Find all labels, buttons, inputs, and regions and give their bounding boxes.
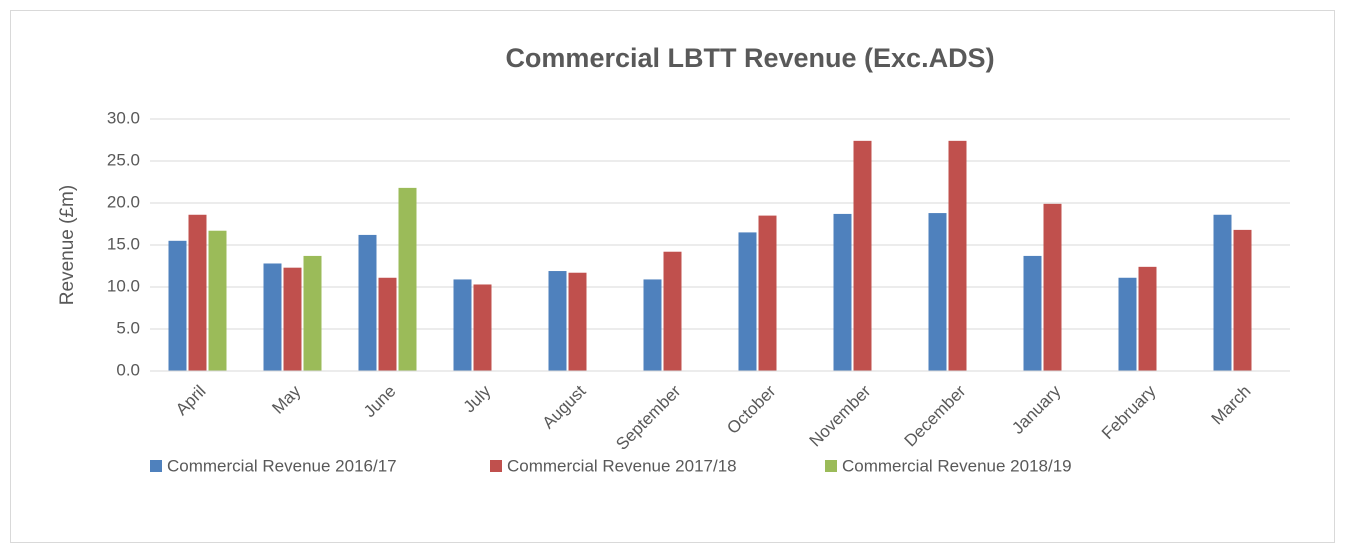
legend-label: Commercial Revenue 2018/19	[842, 456, 1072, 475]
bar	[208, 230, 227, 371]
bar	[948, 140, 967, 371]
chart-title: Commercial LBTT Revenue (Exc.ADS)	[505, 43, 994, 73]
bar	[283, 267, 302, 371]
bar	[168, 240, 187, 371]
y-tick-label: 30.0	[107, 108, 140, 127]
legend-swatch	[150, 460, 162, 472]
y-tick-label: 25.0	[107, 150, 140, 169]
legend-label: Commercial Revenue 2017/18	[507, 456, 737, 475]
bar	[548, 271, 567, 371]
bar	[643, 279, 662, 371]
y-tick-label: 15.0	[107, 234, 140, 253]
bar	[398, 187, 417, 371]
bar	[758, 215, 777, 371]
bar	[263, 263, 282, 371]
bar	[853, 140, 872, 371]
bar	[188, 214, 207, 371]
y-tick-label: 5.0	[116, 318, 140, 337]
bar	[453, 279, 472, 371]
bar	[378, 277, 397, 371]
legend-swatch	[825, 460, 837, 472]
bar	[928, 213, 947, 371]
bar	[1043, 203, 1062, 371]
bar	[1118, 277, 1137, 371]
bar	[1138, 266, 1157, 371]
y-axis-label: Revenue (£m)	[57, 185, 78, 305]
bar	[1233, 229, 1252, 371]
bar	[663, 251, 682, 371]
bar	[1023, 255, 1042, 371]
bar	[833, 213, 852, 371]
y-tick-label: 0.0	[116, 360, 140, 379]
bar	[1213, 214, 1232, 371]
legend-label: Commercial Revenue 2016/17	[167, 456, 397, 475]
legend-swatch	[490, 460, 502, 472]
bar	[358, 234, 377, 371]
y-tick-label: 20.0	[107, 192, 140, 211]
bar	[738, 232, 757, 371]
bar	[473, 284, 492, 371]
y-tick-label: 10.0	[107, 276, 140, 295]
bar	[303, 255, 322, 371]
bar	[568, 272, 587, 371]
